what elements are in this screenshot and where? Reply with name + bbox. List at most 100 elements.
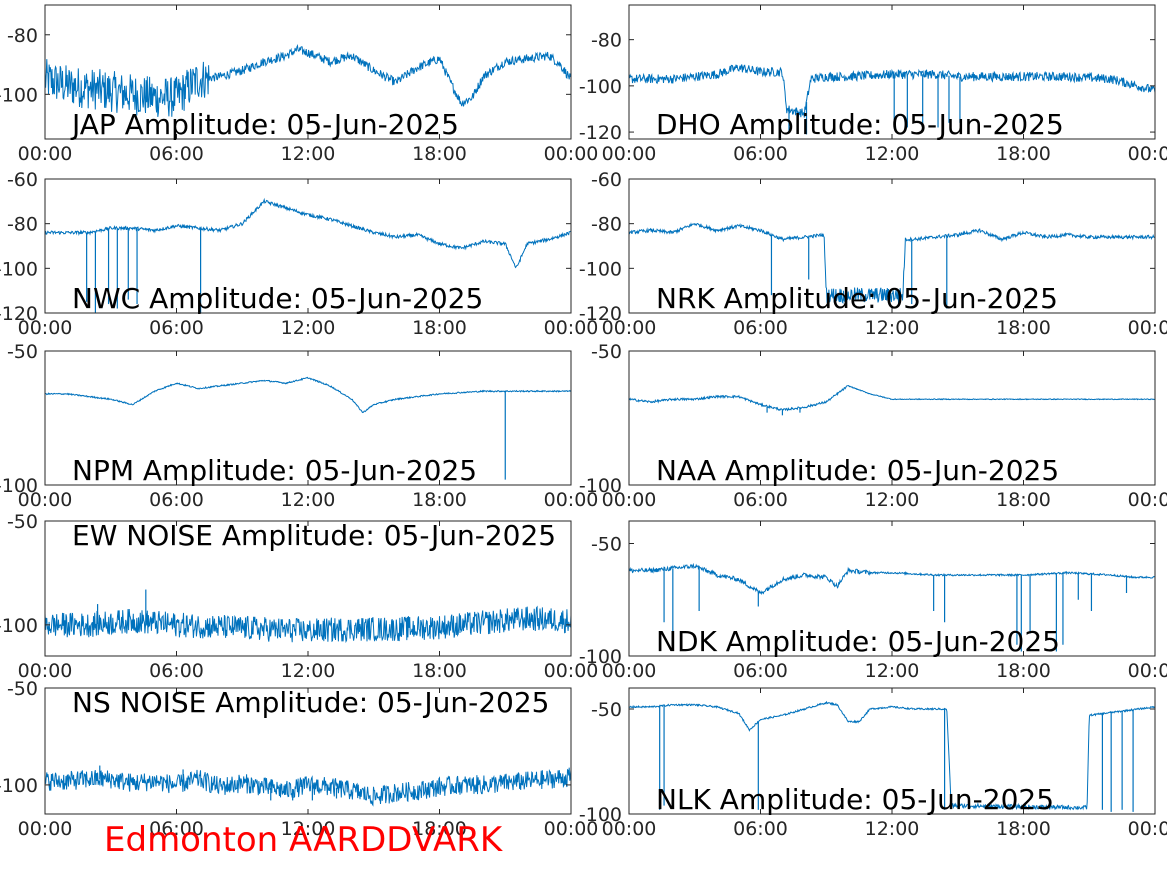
series-line bbox=[45, 605, 571, 644]
y-tick-label: -100 bbox=[579, 804, 622, 826]
x-tick-label: 12:00 bbox=[865, 660, 920, 682]
x-tick-label: 18:00 bbox=[412, 489, 467, 511]
x-tick-label: 18:00 bbox=[412, 143, 467, 165]
y-tick-label: -50 bbox=[7, 511, 38, 533]
panel-7: 00:00 06:00 12:00 18:00 00:00 -50 -100 EW NOISE… bbox=[0, 511, 598, 682]
series-line bbox=[45, 767, 571, 807]
x-tick-label: 00:00 bbox=[18, 317, 73, 339]
y-tick-label: -50 bbox=[591, 699, 622, 721]
x-tick-label: 06:00 bbox=[733, 660, 788, 682]
x-tick-label: 00:00 bbox=[18, 818, 73, 840]
series-line bbox=[629, 222, 1155, 304]
y-tick-label: -100 bbox=[579, 646, 622, 668]
x-tick-label: 18:00 bbox=[996, 818, 1051, 840]
x-tick-label: 00:00 bbox=[602, 143, 657, 165]
y-tick-label: -60 bbox=[591, 169, 622, 191]
x-tick-label: 12:00 bbox=[281, 489, 336, 511]
x-tick-label: 12:00 bbox=[865, 317, 920, 339]
x-tick-label: 18:00 bbox=[996, 317, 1051, 339]
x-tick-label: 00:00 bbox=[602, 317, 657, 339]
x-tick-label: 00:00 bbox=[602, 818, 657, 840]
x-tick-label: 18:00 bbox=[412, 660, 467, 682]
x-tick-label: 00:00 bbox=[18, 489, 73, 511]
x-tick-label: 06:00 bbox=[149, 660, 204, 682]
series-line bbox=[45, 197, 571, 269]
y-tick-label: -50 bbox=[591, 534, 622, 556]
x-tick-label: 12:00 bbox=[281, 660, 336, 682]
y-tick-label: -60 bbox=[7, 169, 38, 191]
y-tick-label: -100 bbox=[579, 258, 622, 280]
y-tick-label: -50 bbox=[7, 341, 38, 363]
panel-9: 00:00 06:00 12:00 18:00 00:00 -50 -100 NS NOISE… bbox=[0, 678, 598, 840]
x-tick-label: 06:00 bbox=[733, 317, 788, 339]
x-tick-label: 12:00 bbox=[865, 818, 920, 840]
y-tick-label: -80 bbox=[591, 30, 622, 52]
series-line bbox=[629, 384, 1155, 412]
panel-6: 00:00 06:00 12:00 18:00 00:00 -50 -100 NAA Ampl… bbox=[579, 341, 1167, 511]
panel-2: 00:00 06:00 12:00 18:00 00:00 -80 -100 -120 DHO … bbox=[579, 4, 1167, 165]
y-tick-label: -50 bbox=[7, 678, 38, 700]
series-line bbox=[45, 376, 571, 414]
panel-5: 00:00 06:00 12:00 18:00 00:00 -50 -100 NPM Ampl… bbox=[0, 341, 598, 511]
x-tick-label: 18:00 bbox=[996, 489, 1051, 511]
x-tick-label: 06:00 bbox=[733, 818, 788, 840]
x-tick-label: 18:00 bbox=[996, 143, 1051, 165]
y-tick-label: -100 bbox=[579, 475, 622, 497]
panel-title: NRK Amplitude: 05-Jun-2025 bbox=[656, 282, 1058, 315]
x-tick-label: 00:00 bbox=[602, 660, 657, 682]
series-line bbox=[629, 562, 1155, 596]
y-tick-label: -100 bbox=[0, 258, 38, 280]
x-tick-label: 12:00 bbox=[865, 489, 920, 511]
x-tick-label: 00:00 bbox=[1128, 317, 1167, 339]
y-tick-label: -120 bbox=[579, 303, 622, 325]
panel-8: 00:00 06:00 12:00 18:00 00:00 -50 -100 NDK Ampl… bbox=[579, 520, 1167, 682]
x-tick-label: 18:00 bbox=[412, 317, 467, 339]
x-tick-label: 00:00 bbox=[544, 489, 599, 511]
panel-title: NWC Amplitude: 05-Jun-2025 bbox=[72, 282, 483, 315]
panel-title: EW NOISE Amplitude: 05-Jun-2025 bbox=[72, 519, 556, 552]
y-tick-label: -100 bbox=[0, 475, 38, 497]
x-tick-label: 00:00 bbox=[1128, 818, 1167, 840]
x-tick-label: 00:00 bbox=[1128, 143, 1167, 165]
x-tick-label: 06:00 bbox=[733, 489, 788, 511]
panel-title: NAA Amplitude: 05-Jun-2025 bbox=[656, 454, 1059, 487]
x-tick-label: 00:00 bbox=[602, 489, 657, 511]
y-tick-label: -120 bbox=[0, 303, 38, 325]
x-tick-label: 06:00 bbox=[149, 143, 204, 165]
x-tick-label: 18:00 bbox=[996, 660, 1051, 682]
x-tick-label: 00:00 bbox=[544, 317, 599, 339]
panel-title: NS NOISE Amplitude: 05-Jun-2025 bbox=[72, 686, 549, 719]
y-tick-label: -100 bbox=[0, 84, 38, 106]
y-tick-label: -120 bbox=[579, 122, 622, 144]
x-tick-label: 06:00 bbox=[149, 317, 204, 339]
y-tick-label: -100 bbox=[0, 615, 38, 637]
y-tick-label: -80 bbox=[7, 25, 38, 47]
series-line bbox=[45, 44, 571, 117]
panel-1: 00:00 06:00 12:00 18:00 00:00 -80 -100 JAP Ampl… bbox=[0, 4, 599, 165]
x-tick-label: 06:00 bbox=[149, 489, 204, 511]
series-line bbox=[629, 64, 1155, 118]
panel-title: JAP Amplitude: 05-Jun-2025 bbox=[70, 108, 459, 141]
x-tick-label: 00:00 bbox=[544, 143, 599, 165]
y-tick-label: -80 bbox=[7, 214, 38, 236]
panel-4: 00:00 06:00 12:00 18:00 00:00 -60 -80 -100 -120 N… bbox=[579, 169, 1167, 339]
panel-title: NLK Amplitude: 05-Jun-2025 bbox=[656, 783, 1054, 816]
y-tick-label: -100 bbox=[579, 76, 622, 98]
y-tick-label: -50 bbox=[591, 341, 622, 363]
x-tick-label: 06:00 bbox=[733, 143, 788, 165]
x-tick-label: 00:00 bbox=[18, 660, 73, 682]
series-line bbox=[629, 700, 1155, 811]
x-tick-label: 00:00 bbox=[1128, 489, 1167, 511]
panel-title: NDK Amplitude: 05-Jun-2025 bbox=[656, 625, 1060, 658]
x-tick-label: 00:00 bbox=[18, 143, 73, 165]
panel-10: 00:00 06:00 12:00 18:00 00:00 -50 -100 NLK Ampl… bbox=[579, 687, 1167, 840]
x-tick-label: 06:00 bbox=[149, 818, 204, 840]
x-tick-label: 12:00 bbox=[281, 818, 336, 840]
station-label: Edmonton AARDDVARK bbox=[104, 820, 503, 860]
panel-3: 00:00 06:00 12:00 18:00 00:00 -60 -80 -100 -120 N… bbox=[0, 169, 598, 339]
y-tick-label: -100 bbox=[0, 775, 38, 797]
panel-title: DHO Amplitude: 05-Jun-2025 bbox=[656, 108, 1064, 141]
x-tick-label: 00:00 bbox=[1128, 660, 1167, 682]
x-tick-label: 18:00 bbox=[412, 818, 467, 840]
